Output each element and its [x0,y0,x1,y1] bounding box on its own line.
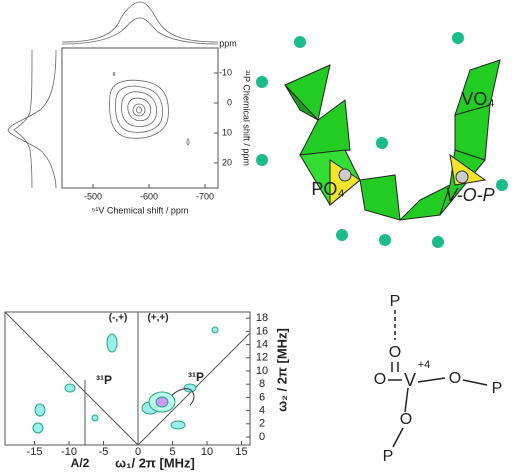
left-projection [7,49,57,189]
quadrant-label: (+,+) [147,313,168,324]
anti-diagonal [4,311,139,446]
x-axis-label: ⁵¹V Chemical shift / ppm [92,205,189,215]
quadrant-label: (-,+) [109,313,128,324]
x-tick-label: -5 [99,446,109,458]
atom-label: V [404,370,416,390]
y-tick-label: 2 [259,418,265,430]
structure-label: VO₄ [461,89,494,109]
x-tick-label: -10 [61,446,77,458]
atom-label: O [389,344,401,361]
hyscore-frame [4,311,251,446]
y-tick-label: 16 [256,325,268,337]
x-tick-label: 5 [169,446,175,458]
atom-label: P [390,293,401,310]
y-tick-label: 10 [222,127,232,137]
x-tick-label: 15 [235,446,247,458]
atom-label: O [449,370,461,387]
hyscore-contours [32,326,219,434]
y-tick-label: 0 [259,431,265,443]
y-axis-label: ω₂ / 2π [MHz] [274,328,289,412]
y-unit: ppm [219,38,237,48]
y-tick-label: 0 [227,97,232,107]
y-tick-label: -10 [219,67,232,77]
bonds [388,310,488,448]
x-tick-label: -15 [27,446,43,458]
atom-label: +4 [418,359,431,371]
y-tick-label: 12 [256,352,268,364]
y-tick-label: 4 [259,405,265,417]
x-tick-label: -700 [196,191,214,201]
y-tick-label: 8 [259,378,265,390]
x-axis-label: ω₁/ 2π [MHz] [115,455,195,470]
nmr-contours [109,72,190,146]
y-tick-label: 10 [256,365,268,377]
atom-label: O [374,371,386,388]
y-tick-label: 18 [256,312,268,324]
marker-label: A/2 [71,456,90,470]
structure-label: PO₄ [311,179,344,199]
atom-label: P [492,380,503,397]
peak-arc [171,388,195,406]
nmr-plot-frame [61,47,219,189]
atom-label: O [400,411,412,428]
x-tick-label: -500 [84,191,102,201]
x-tick-label: 10 [201,446,213,458]
y-axis-label: ³¹P Chemical shift / ppm [242,70,252,166]
y-tick-label: 6 [259,391,265,403]
left-projection-2 [13,49,33,189]
top-projection [61,1,219,43]
y-tick-label: 20 [222,157,232,167]
x-tick-label: -600 [140,191,158,201]
top-projection-2 [61,17,219,45]
structure-label: V-O-P [445,185,494,205]
oxygen-atoms [256,32,508,248]
y-tick-label: 14 [256,339,268,351]
peak-label: ³¹P [96,373,112,387]
x-tick-label: 0 [135,446,141,458]
atom-label: P [383,448,394,465]
peak-label: ³¹P [188,370,204,384]
